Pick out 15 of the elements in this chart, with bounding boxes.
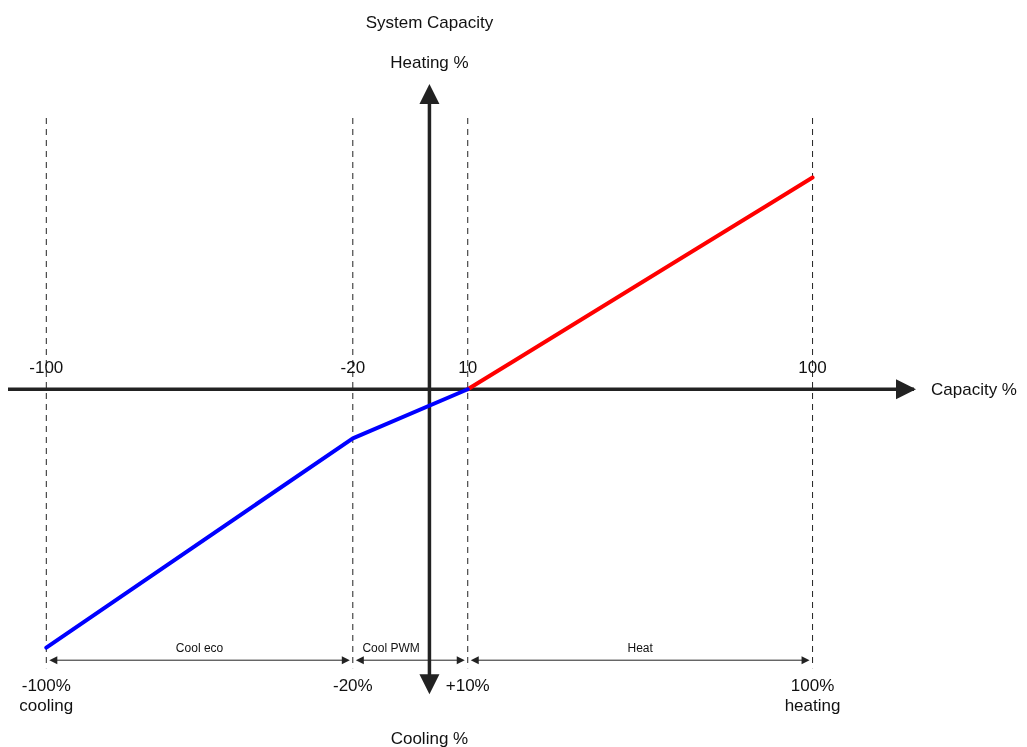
x2-tick-label: 10 <box>458 358 478 378</box>
text: Heating % <box>390 53 469 72</box>
text: Capacity % <box>931 380 1017 400</box>
x-tick-label: +10% <box>445 676 490 696</box>
text: Cooling % <box>390 729 469 747</box>
x2-tick-label: -100 <box>29 358 64 378</box>
x-tick-label: -100% cooling <box>19 676 74 716</box>
x-tick-label: -20% <box>332 676 373 696</box>
annotation: Cool PWM <box>362 640 420 655</box>
x2-tick-label: -20 <box>340 358 366 378</box>
annotation: Heat <box>627 640 654 655</box>
annotation: Cool eco <box>175 640 224 655</box>
x2-tick-label: 100 <box>798 358 827 378</box>
chart-title: System Capacity <box>365 13 494 32</box>
x-tick-label: 100% heating <box>784 676 841 716</box>
